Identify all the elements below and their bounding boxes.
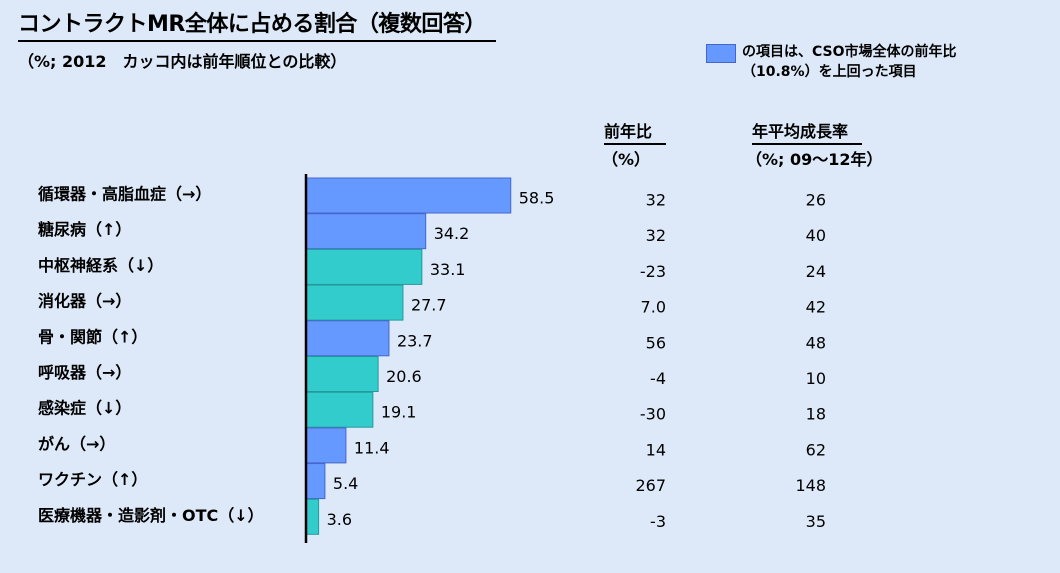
category-label: 医療機器・造影剤・OTC（↓） — [38, 506, 264, 525]
bar — [305, 248, 423, 285]
category-label: 消化器（→） — [38, 292, 131, 311]
cagr-unit: （%; 09〜12年） — [746, 150, 883, 169]
page-title: コントラクトMR全体に占める割合（複数回答） — [18, 6, 496, 42]
category-label: がん（→） — [38, 434, 115, 453]
bar — [305, 498, 320, 535]
category-label: 呼吸器（→） — [38, 363, 131, 382]
bar-value-label: 34.2 — [434, 224, 470, 243]
yoy-value: 32 — [646, 191, 666, 210]
bar-value-label: 5.4 — [333, 474, 358, 493]
yoy-value: 267 — [635, 476, 666, 495]
category-label: 感染症（↓） — [38, 399, 131, 418]
cagr-value: 24 — [806, 262, 826, 281]
yoy-value: 32 — [646, 226, 666, 245]
bar-value-label: 3.6 — [327, 510, 352, 529]
bar-value-label: 58.5 — [519, 189, 555, 208]
yoy-value: -3 — [650, 512, 666, 531]
subtitle: （%; 2012 カッコ内は前年順位との比較） — [18, 52, 347, 71]
cagr-value: 18 — [806, 405, 826, 424]
bar — [305, 463, 326, 500]
bar — [305, 427, 347, 464]
cagr-value: 48 — [806, 333, 826, 352]
legend-swatch — [706, 44, 736, 63]
cagr-value: 26 — [806, 191, 826, 210]
category-label: 中枢神経系（↓） — [38, 256, 163, 275]
cagr-value: 40 — [806, 226, 826, 245]
bar-value-label: 23.7 — [397, 331, 433, 350]
bar — [305, 284, 404, 321]
yoy-value: -4 — [650, 369, 666, 388]
bar-value-label: 19.1 — [381, 403, 417, 422]
category-label: 糖尿病（↑） — [38, 220, 131, 239]
bar — [305, 213, 427, 250]
bar — [305, 320, 390, 357]
bar-value-label: 33.1 — [430, 260, 466, 279]
yoy-value: 7.0 — [641, 298, 666, 317]
category-label: 骨・関節（↑） — [38, 327, 147, 346]
cagr-value: 42 — [806, 298, 826, 317]
category-label: 循環器・高脂血症（→） — [38, 185, 211, 204]
cagr-value: 62 — [806, 440, 826, 459]
yoy-value: 56 — [646, 333, 666, 352]
bar-value-label: 11.4 — [354, 438, 390, 457]
yoy-value: -30 — [640, 405, 666, 424]
cagr-value: 35 — [806, 512, 826, 531]
bar — [305, 177, 512, 214]
bar-value-label: 20.6 — [386, 367, 422, 386]
bar — [305, 391, 374, 428]
yoy-value: 14 — [646, 440, 666, 459]
yoy-unit: （%） — [602, 150, 651, 169]
cagr-value: 10 — [806, 369, 826, 388]
cagr-value: 148 — [795, 476, 826, 495]
cagr-header: 年平均成長率 — [752, 118, 863, 145]
yoy-value: -23 — [640, 262, 666, 281]
yoy-header: 前年比 — [604, 118, 667, 145]
bar — [305, 356, 379, 392]
bar-value-label: 27.7 — [411, 296, 447, 315]
legend-text: の項目は、CSO市場全体の前年比 （10.8%）を上回った項目 — [742, 44, 957, 80]
category-label: ワクチン（↑） — [38, 470, 147, 489]
